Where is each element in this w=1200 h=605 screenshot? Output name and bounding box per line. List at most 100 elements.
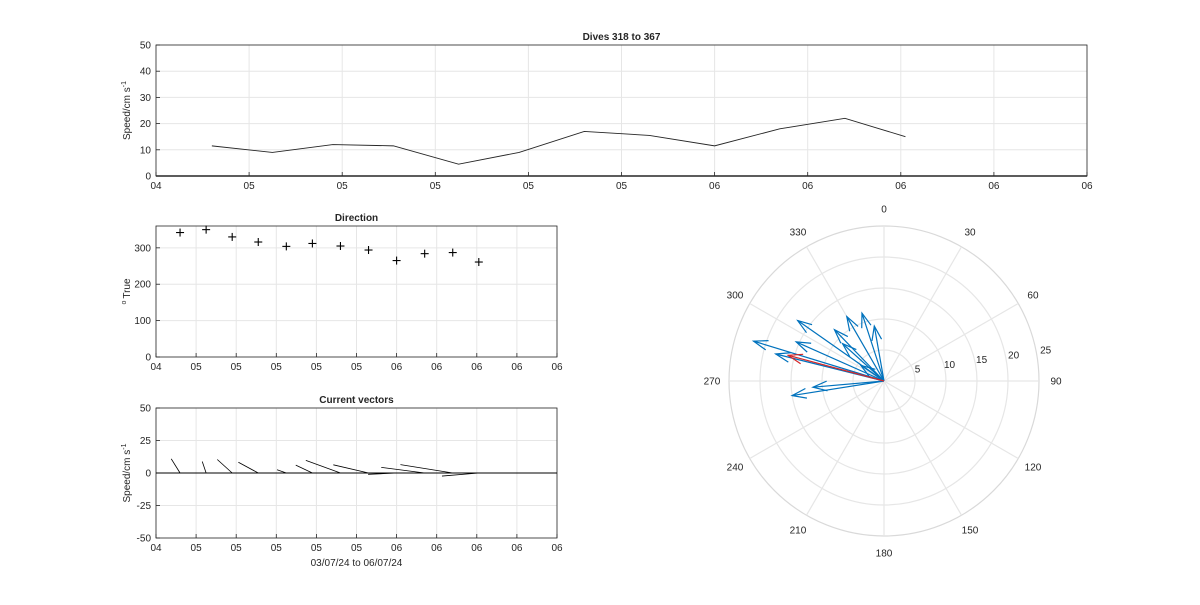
y-axis-label-text: Speed/cm s — [122, 450, 133, 503]
y-tick-label: 0 — [145, 469, 151, 480]
speed-time-chart: 04 05 05 05 05 05 06 06 06 06 06 0 10 20 30 40 50 Dives 3… — [121, 32, 1093, 192]
y-tick-label: 50 — [140, 41, 152, 52]
x-tick-label: 05 — [231, 543, 243, 554]
current-vectors-chart: 04 05 05 05 05 05 06 06 06 06 06 -50 -25 0 25 50 Current… — [121, 395, 563, 569]
direction-marker — [364, 246, 373, 255]
polar-angle-label: 0 — [881, 204, 887, 215]
polar-angle-label: 330 — [790, 228, 807, 239]
direction-marker — [308, 239, 317, 248]
polar-spoke — [749, 302, 885, 382]
arrow-head — [811, 380, 828, 392]
polar-radius-label: 5 — [915, 365, 921, 376]
y-axis-label-unit-sup: o — [121, 301, 128, 305]
y-axis-label: o True — [121, 278, 133, 305]
polar-radius-label: 20 — [1008, 350, 1020, 361]
polar-angle-label: 150 — [962, 525, 979, 536]
x-tick-label: 06 — [551, 543, 563, 554]
polar-angle-label: 270 — [704, 377, 721, 388]
x-tick-label: 05 — [351, 543, 363, 554]
polar-radius-label: 15 — [976, 355, 988, 366]
y-tick-label: 10 — [140, 145, 152, 156]
dive-vector-arrow — [790, 380, 885, 399]
x-tick-label: 05 — [271, 543, 283, 554]
dive-vector-arrow — [833, 328, 885, 382]
x-tick-label: 05 — [191, 543, 203, 554]
x-tick-label: 05 — [191, 362, 203, 373]
x-tick-label: 06 — [471, 543, 483, 554]
y-tick-label: -25 — [137, 501, 152, 512]
arrow-shaft — [812, 380, 885, 388]
y-axis-label: Speed/cm s-1 — [121, 443, 133, 502]
x-tick-label: 05 — [616, 181, 628, 192]
y-tick-label: 25 — [140, 436, 152, 447]
x-tick-label: 05 — [351, 362, 363, 373]
arrow-shaft — [797, 320, 885, 382]
x-tick-label: 06 — [431, 362, 443, 373]
polar-spoke — [805, 380, 885, 516]
y-tick-label: 0 — [145, 353, 151, 364]
arrow-head — [794, 341, 812, 353]
dive-vector-arrow — [794, 341, 885, 382]
y-tick-label: 300 — [134, 243, 151, 254]
current-vector-stick — [305, 459, 341, 474]
current-vector-stick — [368, 472, 397, 475]
arrow-head — [861, 311, 872, 329]
arrow-shaft — [788, 354, 885, 382]
x-tick-label: 04 — [150, 543, 162, 554]
polar-spoke — [883, 380, 963, 516]
y-axis-label: Speed/cm s-1 — [121, 81, 133, 140]
polar-angle-label: 180 — [876, 549, 893, 560]
polar-spoke — [883, 302, 1019, 382]
polar-angle-label: 60 — [1027, 290, 1039, 301]
direction-marker — [448, 248, 457, 257]
x-tick-label: 05 — [244, 181, 256, 192]
y-axis-label-text: True — [122, 278, 133, 299]
polar-spoke — [883, 380, 1019, 460]
x-tick-label: 05 — [311, 362, 323, 373]
direction-marker — [282, 242, 291, 251]
x-tick-label: 06 — [391, 362, 403, 373]
polar-radius-label: 10 — [944, 360, 956, 371]
y-tick-label: -50 — [137, 534, 152, 545]
x-tick-label: 06 — [1081, 181, 1093, 192]
current-vector-stick — [238, 461, 259, 474]
chart-title: Current vectors — [319, 395, 394, 406]
direction-marker — [336, 242, 345, 251]
y-axis-label-unit-sup: -1 — [121, 81, 128, 87]
y-tick-label: 20 — [140, 119, 152, 130]
current-vector-stick — [381, 466, 425, 474]
current-vector-stick — [170, 458, 181, 474]
polar-angle-label: 300 — [727, 290, 744, 301]
x-tick-label: 06 — [802, 181, 814, 192]
arrow-shaft — [834, 329, 885, 382]
direction-marker — [420, 249, 429, 258]
x-tick-label: 05 — [231, 362, 243, 373]
x-tick-label: 06 — [895, 181, 907, 192]
direction-marker — [254, 238, 263, 247]
y-axis-label-text: Speed/cm s — [122, 87, 133, 140]
polar-angle-label: 240 — [727, 463, 744, 474]
arrow-shaft — [846, 316, 885, 382]
arrow-shaft — [842, 343, 885, 382]
x-tick-label: 06 — [511, 543, 523, 554]
direction-chart: 04 05 05 05 05 05 06 06 06 06 06 0 100 200 300 Directio… — [121, 213, 563, 373]
speed-series-line — [211, 117, 906, 165]
x-tick-label: 05 — [337, 181, 349, 192]
polar-angle-label: 210 — [790, 525, 807, 536]
polar-spoke — [883, 246, 963, 382]
arrow-head — [773, 352, 791, 363]
x-tick-label: 05 — [523, 181, 535, 192]
x-tick-label: 06 — [471, 362, 483, 373]
direction-marker — [228, 232, 237, 241]
x-tick-label: 05 — [311, 543, 323, 554]
chart-title: Dives 318 to 367 — [583, 32, 661, 43]
dive-vector-arrow — [751, 340, 885, 382]
y-tick-label: 30 — [140, 93, 152, 104]
x-tick-label: 04 — [150, 181, 162, 192]
x-tick-label: 06 — [988, 181, 1000, 192]
x-tick-label: 06 — [709, 181, 721, 192]
direction-marker — [474, 258, 483, 267]
current-vector-stick — [217, 459, 233, 474]
x-tick-label: 06 — [391, 543, 403, 554]
dive-vector-arrow — [841, 342, 885, 382]
